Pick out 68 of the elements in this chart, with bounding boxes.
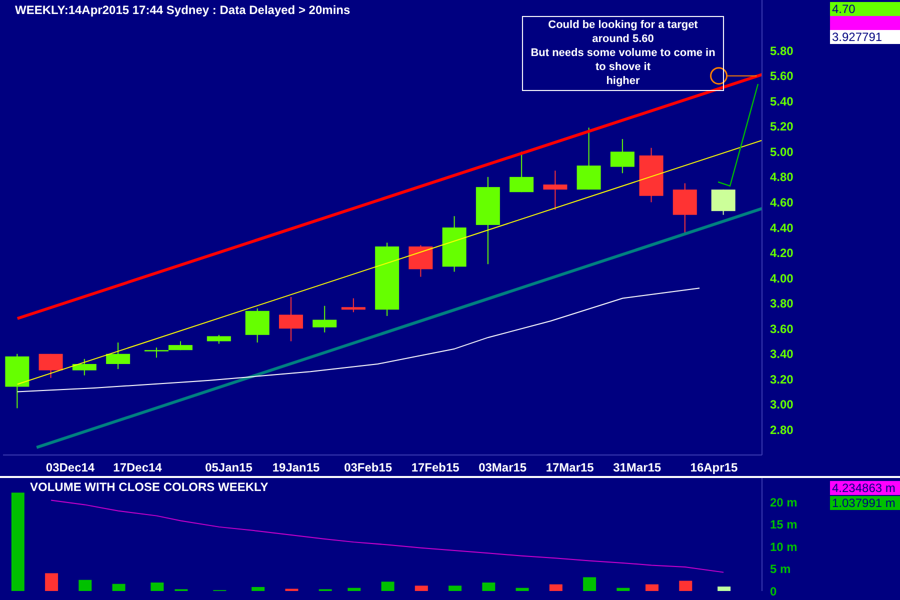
candlestick <box>144 347 168 358</box>
y-tick-label: 15 m <box>770 518 798 532</box>
bar <box>448 586 462 591</box>
candlestick <box>543 170 568 210</box>
y-tick-label: 4.80 <box>770 170 794 184</box>
text: 4.234863 m <box>830 481 900 495</box>
bar <box>381 582 394 591</box>
candlestick <box>610 138 634 174</box>
y-tick-label: 3.60 <box>770 322 794 336</box>
bar <box>252 586 265 591</box>
candlestick <box>711 189 736 216</box>
candlestick <box>312 305 337 333</box>
y-tick-label: 2.80 <box>770 422 794 437</box>
x-tick-label: 05Jan15 <box>205 460 253 475</box>
bar <box>616 588 630 591</box>
bar <box>348 588 361 591</box>
chart-title: WEEKLY:14Apr2015 17:44 Sydney : Data Delayed > 20mins <box>15 3 350 17</box>
y-tick-label: 3.40 <box>770 347 794 362</box>
y-tick-label: 4.40 <box>770 220 794 235</box>
bar <box>646 584 659 591</box>
y-tick-label: 3.80 <box>770 296 794 311</box>
y-tick-label: 5.40 <box>770 94 794 108</box>
bar <box>112 584 126 591</box>
y-tick-label: 4.20 <box>770 246 794 260</box>
y-tick-label: 20 m <box>770 495 798 510</box>
y-tick-label: 5.00 <box>770 144 794 159</box>
bar <box>679 580 692 591</box>
y-tick-label: 4.60 <box>770 195 794 210</box>
chart-title: VOLUME WITH CLOSE COLORS WEEKLY <box>30 480 268 494</box>
y-tick-label: 10 m <box>770 540 798 554</box>
y-tick-label: 0 <box>770 584 777 598</box>
x-tick-label: 16Apr15 <box>690 460 738 475</box>
bar <box>482 582 496 591</box>
y-tick-label: 5 m <box>770 562 791 576</box>
text: 3.927791 <box>830 30 900 44</box>
bar <box>45 573 58 591</box>
x-tick-label: 17Dec14 <box>113 460 162 475</box>
candlestick <box>278 296 303 342</box>
x-tick-label: 19Jan15 <box>272 460 320 475</box>
bar <box>11 492 24 591</box>
bar <box>583 577 596 591</box>
x-tick-label: 31Mar15 <box>613 460 662 475</box>
x-tick-label: 03Dec14 <box>46 460 95 475</box>
text: 4.70 <box>830 2 900 16</box>
x-tick-label: 03Mar15 <box>478 460 527 475</box>
x-tick-label: 17Mar15 <box>546 460 594 475</box>
candlestick <box>341 298 366 313</box>
bar <box>718 586 731 591</box>
bar <box>414 586 428 591</box>
candlestick <box>72 358 96 376</box>
candlestick <box>38 353 63 378</box>
bar <box>150 582 164 591</box>
y-tick-label: 5.20 <box>770 120 794 134</box>
bar <box>549 584 562 591</box>
text: 1.037991 m <box>830 496 900 510</box>
line-series <box>50 500 724 573</box>
y-tick-label: 4.00 <box>770 271 794 286</box>
candlestick <box>408 244 433 278</box>
bar <box>516 588 529 591</box>
y-tick-label: 5.60 <box>770 69 794 84</box>
annotation: Could be looking for a target around 5.60 But needs some volume to come in to shove it higher <box>522 16 724 91</box>
bar <box>78 580 92 591</box>
x-tick-label: 03Feb15 <box>344 460 392 475</box>
x-tick-label: 17Feb15 <box>411 460 460 475</box>
line-series <box>16 288 700 392</box>
y-tick-label: 5.80 <box>770 44 794 58</box>
y-tick-label: 3.00 <box>770 398 794 412</box>
y-tick-label: 3.20 <box>770 372 794 386</box>
